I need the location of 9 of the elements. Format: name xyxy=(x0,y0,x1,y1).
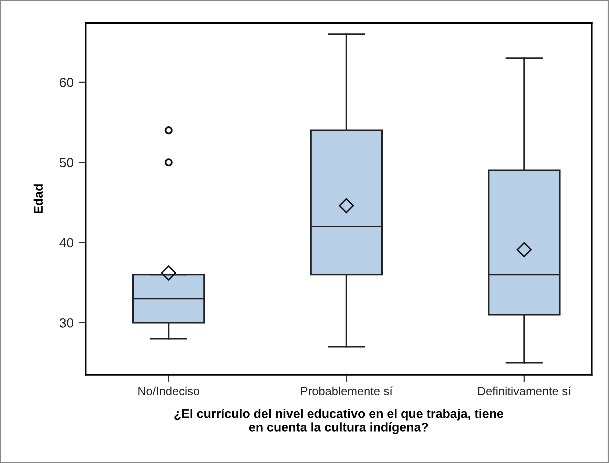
x-tick-label: Probablemente sí xyxy=(301,386,393,396)
x-tick-label: Definitivamente sí xyxy=(478,386,572,396)
y-tick-label: 30 xyxy=(60,318,74,328)
x-axis-title: ¿El currículo del nivel educativo en el que trabaja, tiene en cuenta la cultura indígena? xyxy=(174,408,504,434)
y-axis-title: Edad xyxy=(34,184,44,214)
y-tick-label: 50 xyxy=(60,158,74,168)
y-tick-label: 60 xyxy=(60,78,74,88)
x-tick-label: No/Indeciso xyxy=(138,386,200,396)
y-tick-label: 40 xyxy=(60,238,74,248)
